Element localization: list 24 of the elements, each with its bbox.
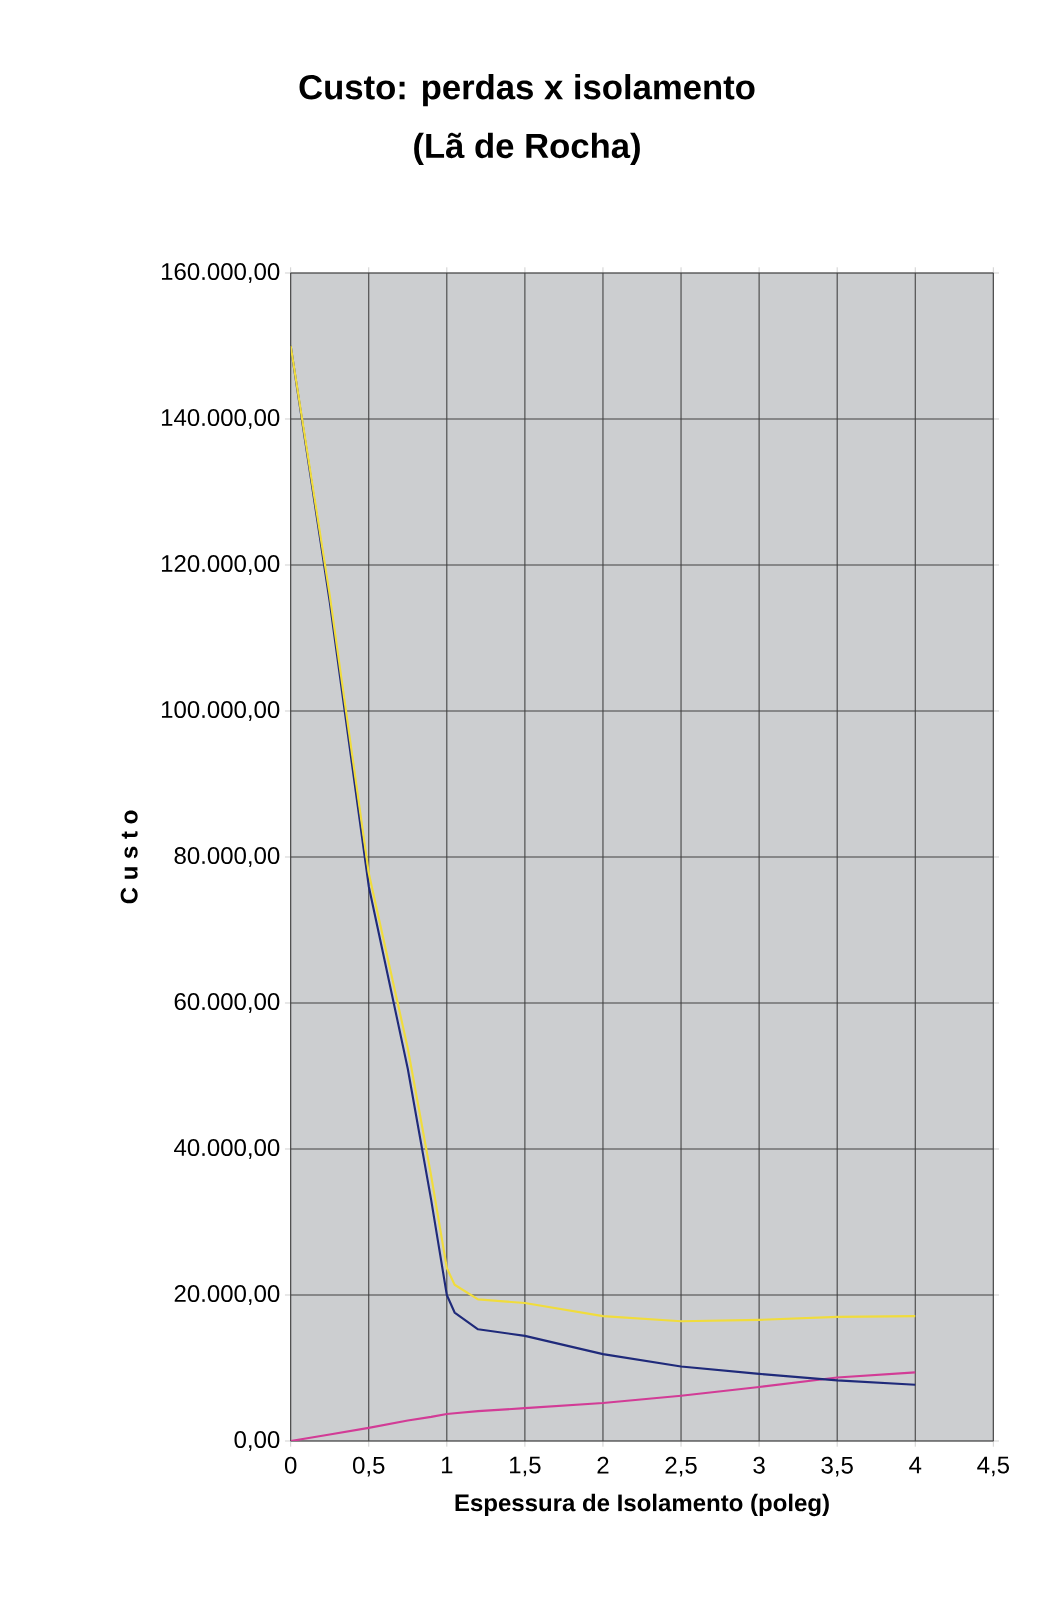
y-tick-label: 160.000,00 [161, 263, 280, 283]
x-axis-title: Espessura de Isolamento (poleg) [455, 1493, 829, 1517]
y-tick-label: 0,00 [234, 1431, 280, 1451]
y-tick-label: 100.000,00 [161, 701, 280, 721]
chart-title: Custo: perdas x isolamento [299, 74, 755, 107]
y-axis-title: C u s t o [120, 810, 138, 904]
y-tick-label: 40.000,00 [174, 1139, 280, 1159]
y-tick-label: 80.000,00 [174, 847, 280, 867]
x-tick-label: 0,5 [353, 1456, 385, 1477]
x-tick-label: 1 [441, 1456, 453, 1474]
x-tick-label: 0 [284, 1456, 297, 1474]
y-tick-label: 60.000,00 [174, 993, 280, 1013]
x-tick-label: 2 [597, 1456, 609, 1474]
x-tick-label: 3,5 [821, 1456, 853, 1477]
chart-subtitle: (Lã de Rocha) [414, 132, 640, 166]
x-tick-label: 3 [753, 1456, 765, 1474]
x-tick-label: 2,5 [665, 1456, 697, 1477]
y-tick-label: 140.000,00 [161, 409, 280, 429]
y-tick-label: 120.000,00 [161, 555, 280, 575]
x-tick-label: 4,5 [977, 1456, 1009, 1477]
line-series [290, 1371, 917, 1441]
x-tick-label: 4 [909, 1456, 922, 1474]
y-tick-label: 20.000,00 [174, 1285, 280, 1305]
x-tick-label: 1,5 [510, 1456, 541, 1477]
